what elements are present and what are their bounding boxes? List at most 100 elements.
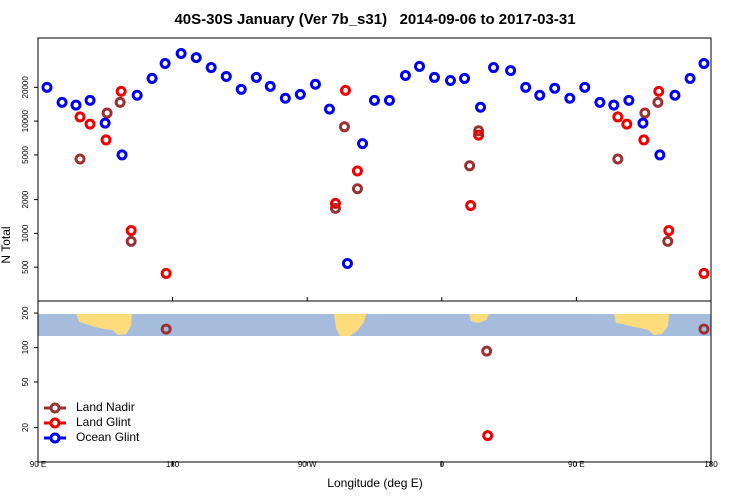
land [469,314,489,323]
y-tick-label: 20 [21,423,30,432]
point [220,70,232,82]
point [564,92,576,104]
chart-title: 40S-30S January (Ver 7b_s31) 2014-09-06 … [174,11,575,28]
point [464,160,476,172]
point [100,134,112,146]
map-strip [38,314,711,336]
point [465,200,477,212]
y-tick-label: 50 [21,377,30,386]
point [414,60,426,72]
point [612,153,624,165]
x-tick-label: 90 W [298,460,317,469]
point [475,101,487,113]
point [459,72,471,84]
point [621,118,633,130]
point [473,129,485,141]
point [250,71,262,83]
point [329,202,341,214]
point [428,71,440,83]
upper-frame [37,37,712,302]
point [279,92,291,104]
y-tick-label: 100 [21,340,30,354]
point [351,183,363,195]
point [338,121,350,133]
land [334,314,366,336]
point [160,323,172,335]
y-tick-label: 500 [21,260,30,274]
point [131,89,143,101]
legend-label: Land Nadir [76,400,135,414]
point [101,107,113,119]
point [505,65,517,77]
point [70,99,82,111]
point [175,48,187,60]
point [444,75,456,87]
point [205,62,217,74]
point [146,72,158,84]
land [614,314,669,335]
point [473,125,485,137]
point [357,138,369,150]
legend-marker [49,432,61,444]
point [114,96,126,108]
y-tick-label: 200 [21,306,30,320]
x-tick-label: 180 [166,460,180,469]
legend-label: Land Glint [76,415,131,429]
point [698,58,710,70]
point [116,149,128,161]
x-tick-label: 90 E [568,460,584,469]
point [638,134,650,146]
point [264,80,276,92]
point [653,85,665,97]
x-tick-label: 90 E [30,460,46,469]
point [488,62,500,74]
point [684,72,696,84]
point [125,225,137,237]
point [594,96,606,108]
x-axis-label: Longitude (deg E) [327,476,422,490]
point [294,88,306,100]
point [669,89,681,101]
point [612,111,624,123]
point [662,235,674,247]
point [698,267,710,279]
point [339,84,351,96]
point [74,153,86,165]
point [654,149,666,161]
point [341,257,353,269]
y-tick-label: 1000 [21,224,30,242]
y-tick-label: 2000 [21,190,30,208]
point [549,82,561,94]
point [84,118,96,130]
land [76,314,132,335]
point [534,89,546,101]
legend-marker [49,417,61,429]
legend-marker [49,402,61,414]
point [309,78,321,90]
point [637,117,649,129]
point [663,225,675,237]
point [99,117,111,129]
point [74,111,86,123]
point [329,197,341,209]
point [698,323,710,335]
point [383,94,395,106]
point [579,81,591,93]
point [608,99,620,111]
point [190,52,202,64]
point [160,267,172,279]
y-axis-label: N Total [0,226,13,263]
point [482,430,494,442]
ocean-band [38,314,711,336]
legend-label: Ocean Glint [76,430,140,444]
point [399,69,411,81]
point [369,94,380,106]
x-tick-label: 0 [440,460,445,469]
point [235,83,247,95]
point [520,81,532,93]
point [639,107,651,119]
y-tick-label: 20000 [21,76,30,99]
y-tick-label: 10000 [21,109,30,132]
y-tick-label: 5000 [21,145,30,163]
